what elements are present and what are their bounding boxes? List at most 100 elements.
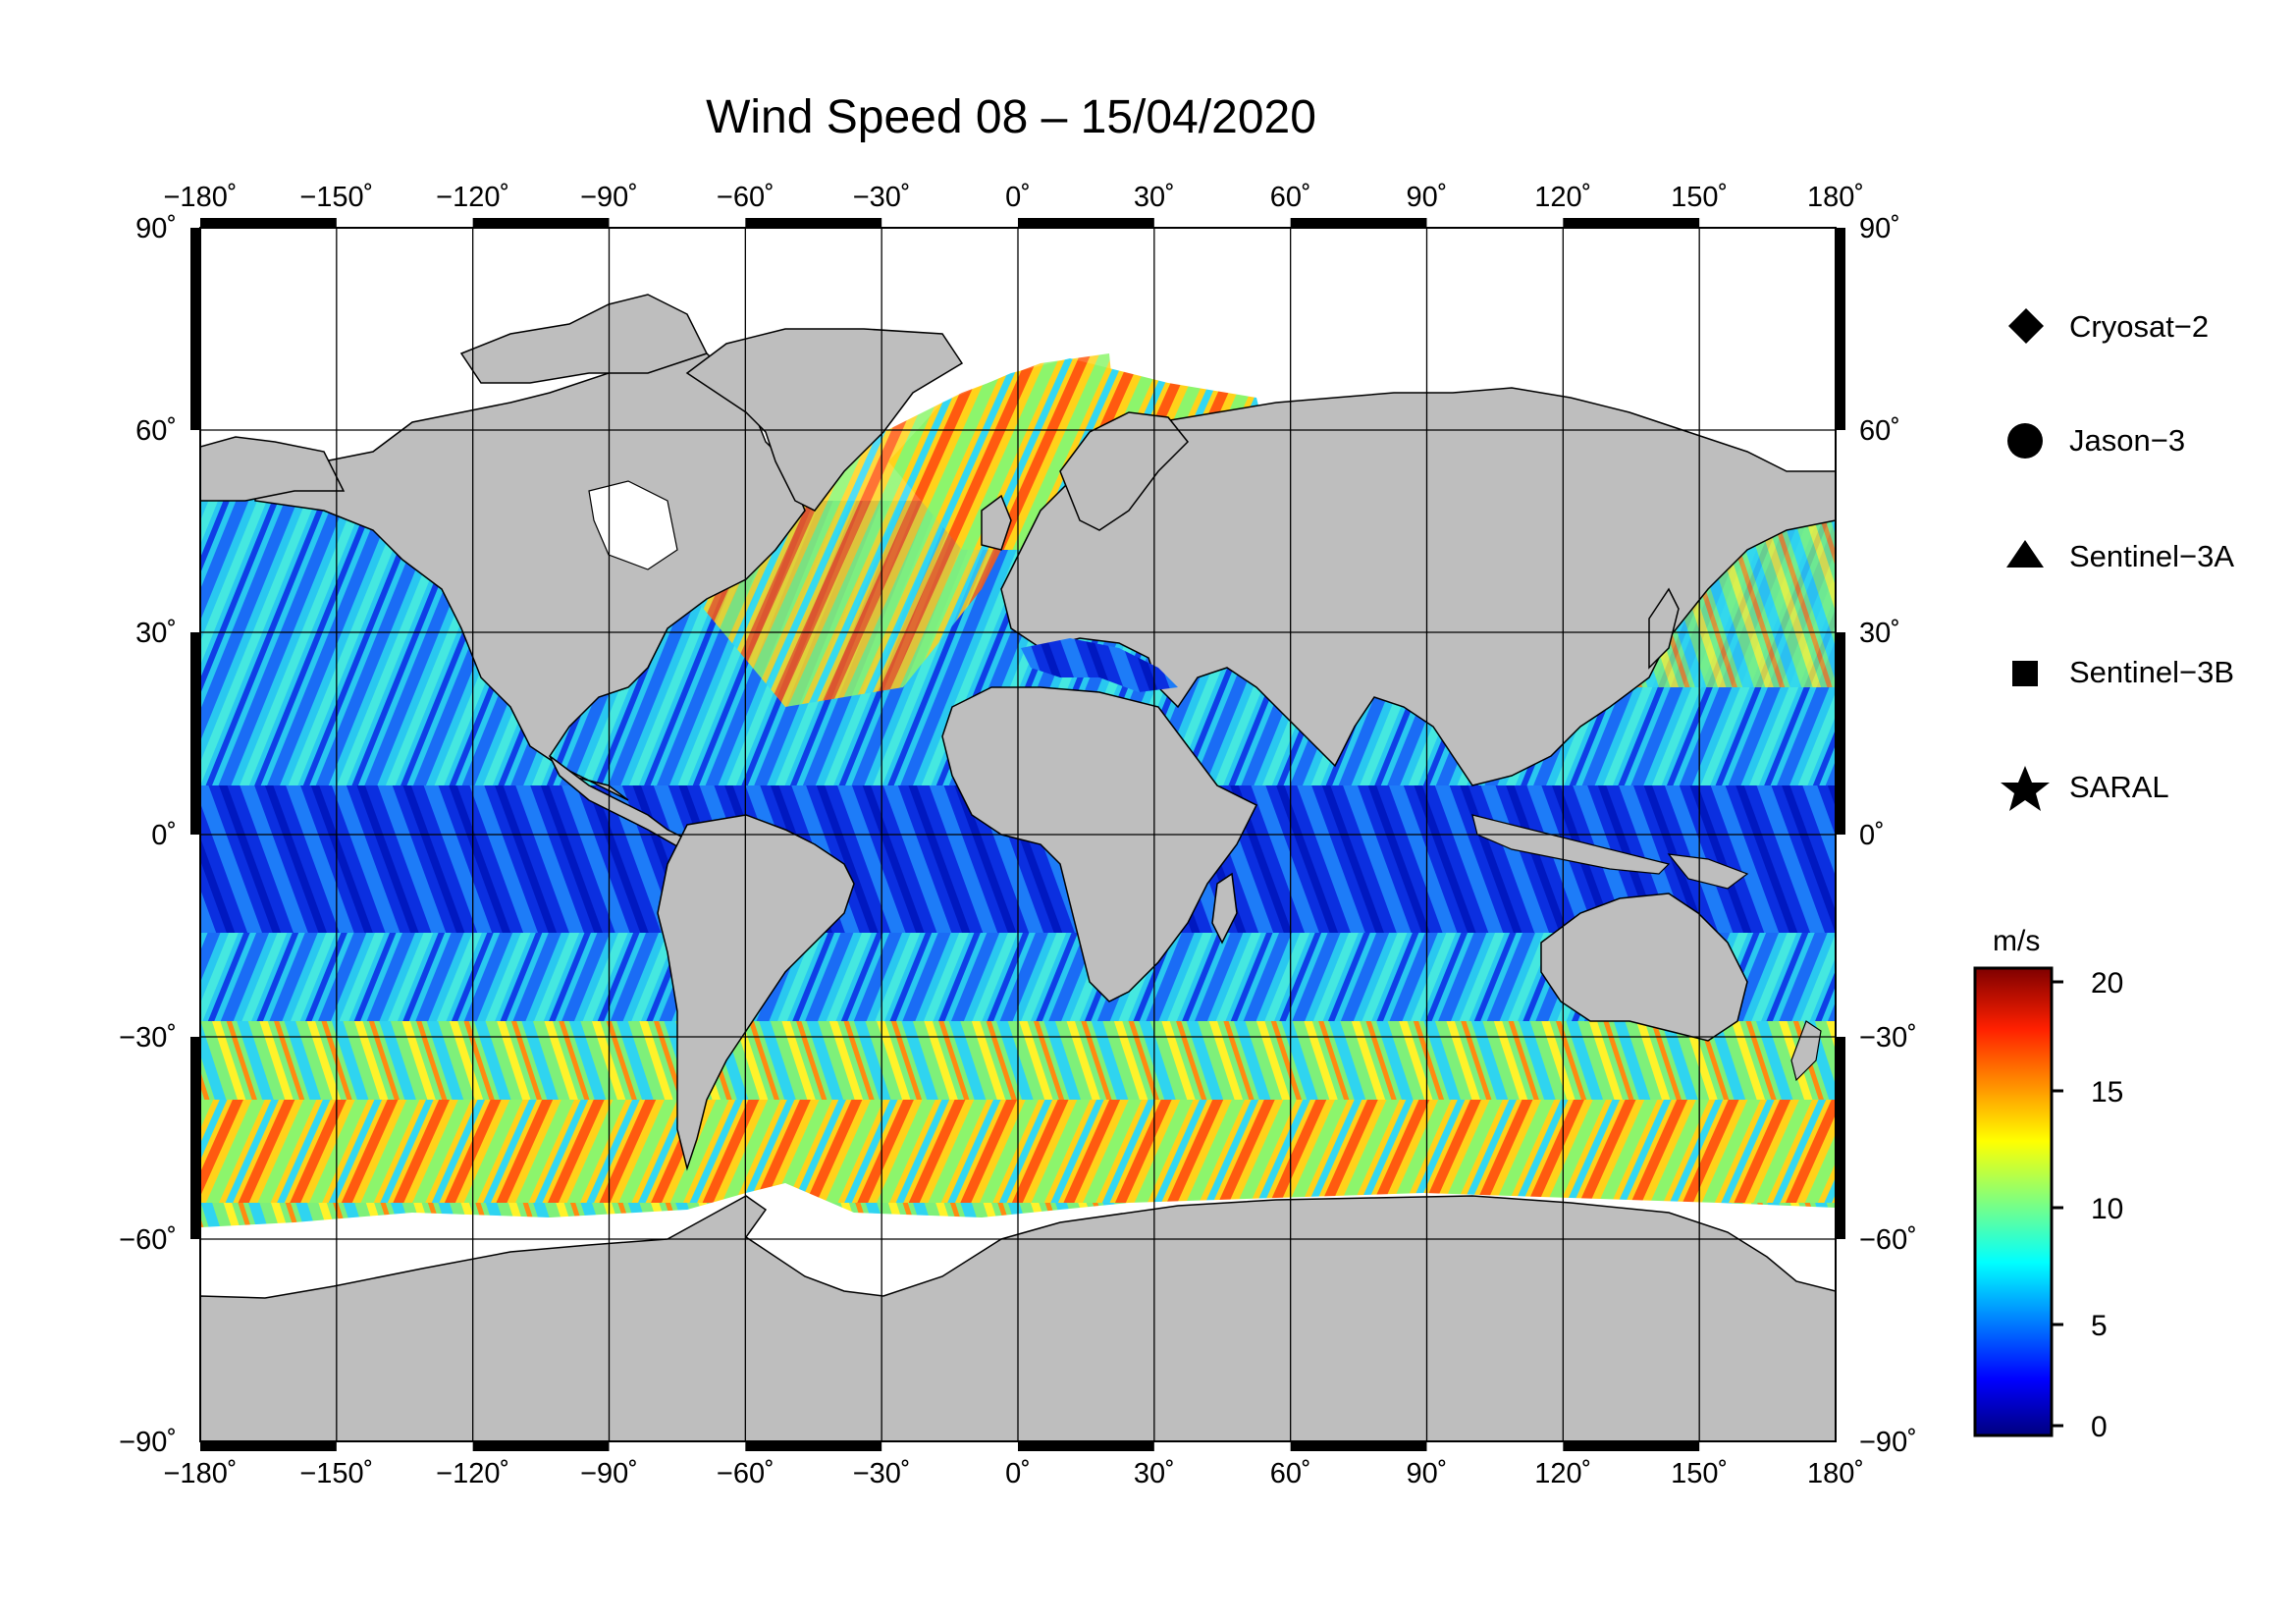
land-scandinavia <box>1059 411 1190 531</box>
land-canadian-archipelago <box>459 294 709 384</box>
lat-tick-label-left: 60˚ <box>135 415 177 447</box>
frame-bar-top <box>1290 218 1427 228</box>
land-indonesia <box>1471 814 1671 875</box>
lon-tick-label-top: −120˚ <box>436 182 509 213</box>
graticule <box>200 228 1836 1441</box>
colorbar-tick-label: 15 <box>2091 1076 2123 1109</box>
hudson-bay <box>588 480 678 570</box>
colorbar-tick-label: 5 <box>2091 1310 2108 1342</box>
land-new-zealand <box>1790 1020 1822 1082</box>
lon-tick-label-bottom: 150˚ <box>1671 1458 1728 1489</box>
lon-tick-label-bottom: −30˚ <box>853 1458 911 1489</box>
frame-bar-left <box>190 632 200 835</box>
frame-bar-bottom <box>1018 1441 1154 1451</box>
land-british-isles <box>981 494 1012 551</box>
lat-tick-label-left: −30˚ <box>119 1022 177 1054</box>
legend-label-sentinel-3b: Sentinel−3B <box>2069 655 2234 689</box>
land-new-guinea <box>1667 853 1749 890</box>
land-greenland <box>685 328 964 512</box>
lon-tick-label-bottom: −150˚ <box>299 1458 373 1489</box>
lat-tick-label-right: −90˚ <box>1859 1427 1917 1458</box>
frame-bar-right <box>1836 228 1845 430</box>
frame-bars <box>190 218 1845 1451</box>
lon-tick-label-bottom: 30˚ <box>1134 1458 1175 1489</box>
colorbar-tick-label: 10 <box>2091 1193 2123 1225</box>
lat-tick-label-left: −90˚ <box>119 1427 177 1458</box>
land-australia <box>1540 893 1748 1042</box>
diamond-icon <box>2008 308 2044 344</box>
colorbar-gradient <box>1973 966 2054 1437</box>
square-icon <box>2012 661 2038 686</box>
lon-tick-label-top: 30˚ <box>1134 182 1175 213</box>
circle-icon <box>2007 423 2043 459</box>
lon-tick-label-top: 0˚ <box>1005 182 1031 213</box>
frame-bar-top <box>1018 218 1154 228</box>
lat-tick-label-right: 0˚ <box>1859 820 1885 851</box>
lon-tick-label-bottom: −60˚ <box>717 1458 774 1489</box>
frame-bar-right <box>1836 1037 1845 1239</box>
land-japan <box>1648 587 1680 670</box>
legend-label-jason-3: Jason−3 <box>2069 423 2185 458</box>
legend-label-sentinel-3a: Sentinel−3A <box>2069 539 2234 573</box>
land-south-america <box>657 814 855 1171</box>
lat-tick-label-right: −60˚ <box>1859 1224 1917 1256</box>
frame-bar-left <box>190 1037 200 1239</box>
colorbar-tick-label: 0 <box>2091 1411 2108 1443</box>
lat-tick-label-left: 0˚ <box>151 820 177 851</box>
legend-label-saral: SARAL <box>2069 770 2169 804</box>
map-area <box>200 228 1836 1441</box>
frame-bar-bottom <box>472 1441 610 1451</box>
lon-tick-label-bottom: 0˚ <box>1005 1458 1031 1489</box>
lon-tick-label-bottom: 60˚ <box>1270 1458 1311 1489</box>
colorbar: m/s 20 15 10 5 0 <box>1973 925 2123 1443</box>
lon-tick-label-top: 90˚ <box>1407 182 1448 213</box>
frame-bar-bottom <box>200 1441 337 1451</box>
colorbar-tick-label: 20 <box>2091 967 2123 1000</box>
longitude-tick-labels: −180˚ −180˚ −150˚ −150˚ −120˚ −120˚ −90˚ −90˚ −6… <box>164 182 1865 1489</box>
lon-tick-label-top: 60˚ <box>1270 182 1311 213</box>
lat-tick-label-right: 30˚ <box>1859 618 1900 649</box>
lat-tick-label-left: −60˚ <box>119 1224 177 1256</box>
colorbar-ticks: 20 15 10 5 0 <box>2052 967 2123 1443</box>
lon-tick-label-top: −150˚ <box>299 182 373 213</box>
lat-tick-label-left: 30˚ <box>135 618 177 649</box>
lon-tick-label-top: −30˚ <box>853 182 911 213</box>
land-africa <box>941 686 1258 1002</box>
lon-tick-label-bottom: −120˚ <box>436 1458 509 1489</box>
lat-tick-label-right: 60˚ <box>1859 415 1900 447</box>
frame-bar-top <box>472 218 610 228</box>
frame-bar-top <box>745 218 882 228</box>
mediterranean-sea <box>1021 638 1178 692</box>
frame-bar-top <box>200 218 337 228</box>
lat-tick-label-right: 90˚ <box>1859 213 1900 244</box>
frame-bar-bottom <box>1290 1441 1427 1451</box>
land-north-america <box>254 352 806 801</box>
land-madagascar <box>1211 872 1238 945</box>
lon-tick-label-top: −60˚ <box>717 182 774 213</box>
legend-label-cryosat-2: Cryosat−2 <box>2069 309 2209 344</box>
lon-tick-label-top: −180˚ <box>164 182 238 213</box>
land-alaska <box>200 436 346 502</box>
satellite-legend: Cryosat−2 Jason−3 Sentinel−3A Sentinel−3… <box>2001 308 2234 811</box>
lon-tick-label-top: 120˚ <box>1534 182 1591 213</box>
lon-tick-label-top: 180˚ <box>1807 182 1864 213</box>
frame-bar-bottom <box>745 1441 882 1451</box>
lon-tick-label-bottom: −90˚ <box>580 1458 638 1489</box>
triangle-icon <box>2006 540 2044 568</box>
star-icon <box>2001 766 2050 811</box>
latitude-tick-labels: 90˚ 90˚ 60˚ 60˚ 30˚ 30˚ 0˚ 0˚ −30˚ −30˚ −60˚ −60˚ −9… <box>119 213 1917 1458</box>
frame-bar-bottom <box>1563 1441 1700 1451</box>
lat-tick-label-left: 90˚ <box>135 213 177 244</box>
lon-tick-label-bottom: 180˚ <box>1807 1458 1864 1489</box>
colorbar-unit: m/s <box>1993 925 2040 957</box>
lon-tick-label-bottom: −180˚ <box>164 1458 238 1489</box>
frame-bar-top <box>1563 218 1700 228</box>
frame-bar-left <box>190 228 200 430</box>
lon-tick-label-bottom: 90˚ <box>1407 1458 1448 1489</box>
lon-tick-label-top: −90˚ <box>580 182 638 213</box>
lat-tick-label-right: −30˚ <box>1859 1022 1917 1054</box>
ocean-north-pacific <box>200 496 461 628</box>
lon-tick-label-bottom: 120˚ <box>1534 1458 1591 1489</box>
map-title: Wind Speed 08 – 15/04/2020 <box>706 91 1316 143</box>
